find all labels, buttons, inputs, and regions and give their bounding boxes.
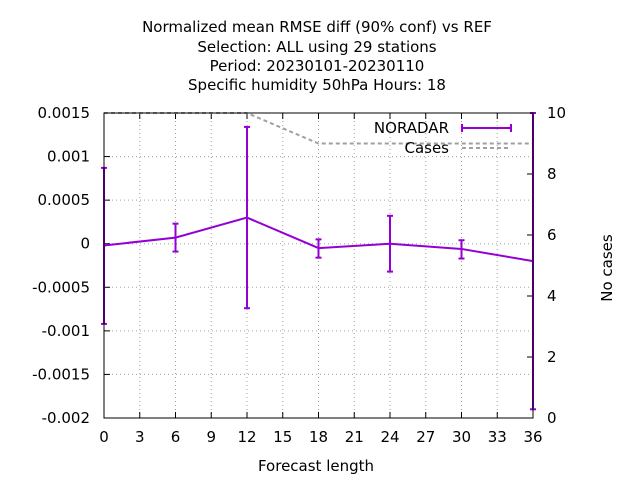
x-tick-label: 3 (135, 428, 145, 446)
y-tick-label: -0.002 (42, 409, 90, 427)
legend-swatch-noradar (461, 124, 512, 132)
x-tick-label: 18 (309, 428, 328, 446)
legend-label-noradar: NORADAR (374, 119, 449, 137)
y2-tick-label: 2 (547, 348, 557, 366)
x-tick-label: 15 (273, 428, 292, 446)
x-tick-label: 36 (523, 428, 542, 446)
y2-tick-label: 10 (547, 104, 566, 122)
x-tick-label: 12 (237, 428, 256, 446)
y-tick-label: 0.001 (47, 148, 90, 166)
x-tick-label: 24 (380, 428, 399, 446)
y-tick-label: 0 (80, 235, 90, 253)
x-tick-label: 6 (171, 428, 181, 446)
legend-label-cases: Cases (404, 139, 449, 157)
y2-axis-label: No cases (598, 234, 616, 302)
title-line-4: Specific humidity 50hPa Hours: 18 (188, 76, 446, 94)
grid-lines (104, 113, 533, 418)
x-tick-label: 30 (452, 428, 471, 446)
title: Normalized mean RMSE diff (90% conf) vs … (142, 18, 492, 94)
legend: NORADAR Cases (374, 119, 512, 157)
x-tick-labels: 0 3 6 9 12 15 18 21 24 27 30 33 36 (99, 113, 543, 446)
y-tick-labels: 0.0015 0.001 0.0005 0 -0.0005 -0.001 -0.0015 -0… (32, 104, 110, 427)
y2-tick-label: 0 (547, 409, 557, 427)
y-tick-label: 0.0005 (38, 191, 91, 209)
title-line-2: Selection: ALL using 29 stations (197, 38, 436, 56)
y2-tick-label: 6 (547, 226, 557, 244)
y2-tick-label: 8 (547, 165, 557, 183)
y-tick-label: -0.0005 (32, 278, 90, 296)
x-tick-label: 0 (99, 428, 109, 446)
x-tick-label: 9 (206, 428, 216, 446)
noradar-line (103, 216, 534, 263)
y2-tick-label: 4 (547, 287, 557, 305)
title-line-1: Normalized mean RMSE diff (90% conf) vs … (142, 18, 492, 36)
plot-border (103, 112, 534, 419)
x-tick-label: 27 (416, 428, 435, 446)
y-tick-label: -0.001 (42, 322, 90, 340)
x-axis-label: Forecast length (258, 457, 374, 475)
y-tick-label: 0.0015 (38, 104, 91, 122)
x-tick-label: 21 (345, 428, 364, 446)
title-line-3: Period: 20230101-20230110 (210, 57, 425, 75)
x-tick-label: 33 (488, 428, 507, 446)
y-tick-label: -0.0015 (32, 365, 90, 383)
